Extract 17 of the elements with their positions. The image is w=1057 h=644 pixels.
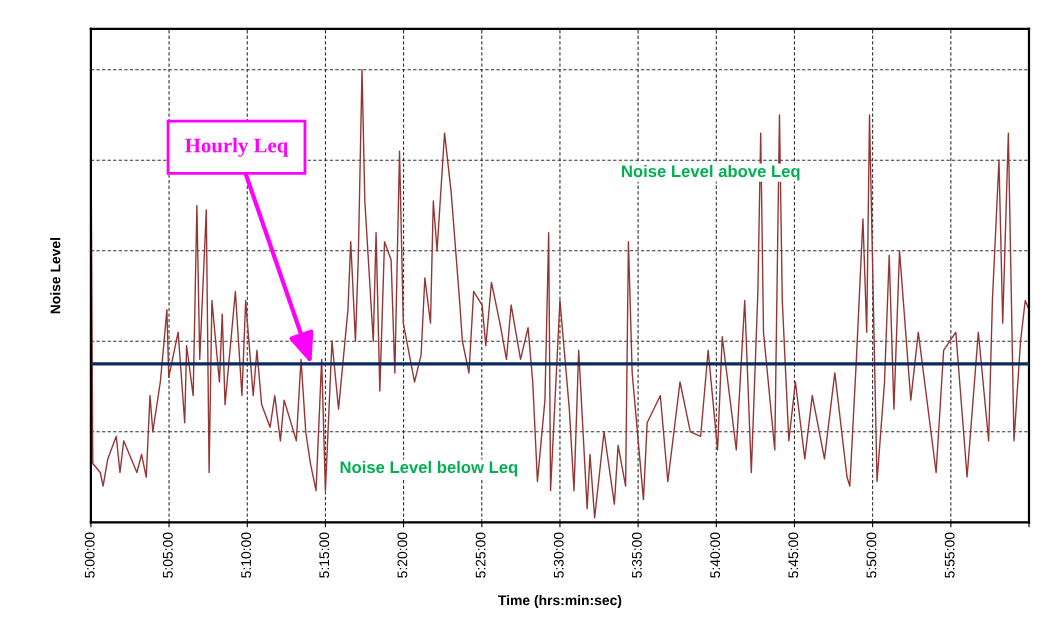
y-axis-title: Noise Level [50, 238, 61, 314]
annotation: Noise Level above Leq [622, 164, 800, 181]
x-tick-label: 5:40:00 [710, 532, 721, 578]
x-tick-label: 5:55:00 [944, 532, 955, 578]
x-tick-label: 5:30:00 [553, 532, 564, 578]
x-tick-label: 5:05:00 [162, 532, 173, 578]
x-tick-label: 5:15:00 [319, 532, 330, 578]
annotation: Noise Level below Leq [340, 460, 518, 477]
x-tick-label: 5:00:00 [84, 532, 95, 578]
x-tick-label: 5:25:00 [475, 532, 486, 578]
x-tick-label: 5:10:00 [241, 532, 252, 578]
x-tick-label: 5:50:00 [866, 532, 877, 578]
x-axis-title: Time (hrs:min:sec) [498, 595, 622, 608]
x-tick-label: 5:45:00 [788, 532, 799, 578]
x-tick-label: 5:35:00 [631, 532, 642, 578]
x-tick-label: 5:20:00 [397, 532, 408, 578]
annotation: Hourly Leq [185, 137, 289, 157]
